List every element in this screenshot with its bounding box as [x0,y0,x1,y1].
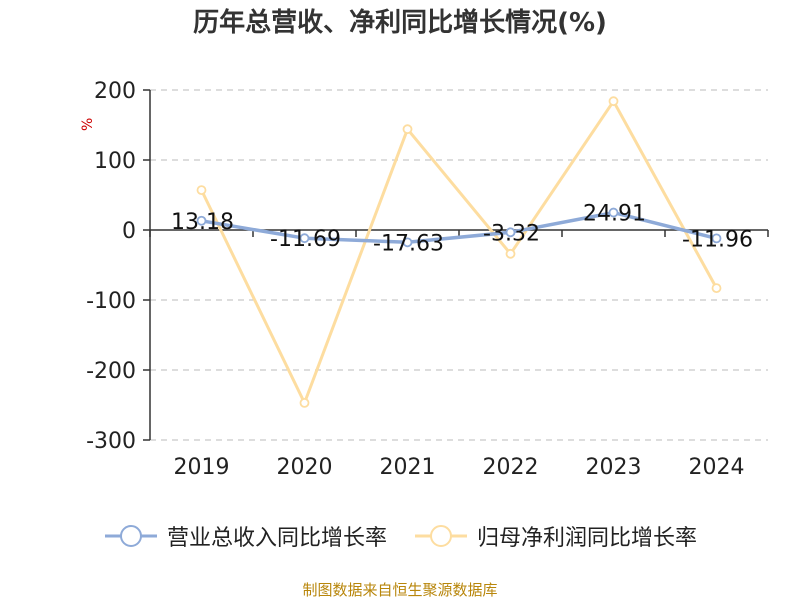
x-tick-label: 2021 [380,455,436,480]
y-tick-label: -200 [86,359,136,384]
legend-line-marker-icon [415,525,467,547]
legend: 营业总收入同比增长率 归母净利润同比增长率 [0,520,800,552]
x-tick-label: 2019 [174,455,230,480]
data-point-revenue[interactable] [608,207,619,218]
data-point-revenue[interactable] [196,215,207,226]
y-tick-label: -100 [86,289,136,314]
legend-line-marker-icon [104,525,157,547]
data-label-revenue: 13.18 [171,210,234,235]
legend-label-revenue: 营业总收入同比增长率 [166,526,387,551]
x-tick-label: 2020 [277,455,333,480]
data-point-revenue[interactable] [299,233,310,244]
axes: 200 100 0 -100 -200 -300% 2019 2020 2021 2022 2023… [80,79,769,480]
y-tick-label: 100 [94,149,136,174]
data-point-net-profit[interactable] [711,283,722,294]
series-line-revenue [199,210,719,245]
data-label-revenue: -3.32 [483,221,540,246]
data-label-revenue: -11.69 [270,227,341,252]
x-tick-label: 2024 [689,455,745,480]
y-tick-label: 0 [122,219,136,244]
data-point-revenue[interactable] [402,237,413,248]
series-line-net-profit [200,99,718,405]
y-tick-label: -300 [86,429,136,454]
data-point-net-profit[interactable] [505,248,516,259]
legend-item-net-profit[interactable]: 归母净利润同比增长率 [413,520,697,552]
y-tick-label: 200 [94,79,136,104]
legend-label-net-profit: 归母净利润同比增长率 [477,526,698,551]
chart-title: 历年总营收、净利同比增长情况(%) [193,8,607,38]
data-point-net-profit[interactable] [608,96,619,107]
x-tick-label: 2023 [586,455,642,480]
data-point-net-profit[interactable] [402,124,413,135]
data-label-revenue: -11.96 [682,227,753,252]
legend-item-revenue[interactable]: 营业总收入同比增长率 [103,520,387,552]
data-point-revenue[interactable] [711,233,722,244]
x-tick-label: 2022 [483,455,539,480]
source-note: 制图数据来自恒生聚源数据库 [302,581,498,599]
data-point-net-profit[interactable] [299,397,310,408]
data-label-revenue: -17.63 [373,231,444,256]
data-labels: 13.18 -11.69 -17.63 -3.32 24.91 -11.96 [171,202,753,257]
y-axis-unit-label: % [80,118,96,131]
series-lines [196,96,722,408]
data-label-revenue: 24.91 [583,202,646,227]
data-point-net-profit[interactable] [196,185,207,196]
data-point-revenue[interactable] [505,227,516,238]
gridlines [150,89,768,441]
